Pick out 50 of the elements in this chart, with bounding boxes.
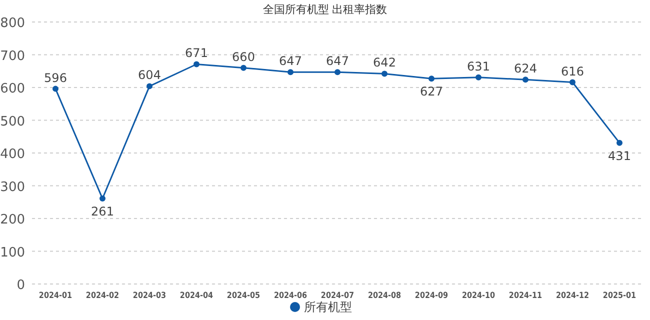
data-label: 627 xyxy=(420,84,443,99)
data-label: 647 xyxy=(326,54,349,68)
data-label: 604 xyxy=(138,68,161,82)
chart-title: 全国所有机型 出租率指数 xyxy=(262,3,388,16)
x-tick-label: 2024-06 xyxy=(274,290,308,300)
y-tick-label: 100 xyxy=(0,245,25,260)
point xyxy=(100,196,106,202)
y-tick-label: 300 xyxy=(0,180,25,195)
x-tick-label: 2024-09 xyxy=(414,290,448,300)
x-tick-label: 2024-08 xyxy=(368,290,402,300)
data-label: 647 xyxy=(279,54,302,68)
point xyxy=(382,70,388,77)
point xyxy=(146,83,152,90)
data-label: 616 xyxy=(561,64,584,78)
x-tick-label: 2025-01 xyxy=(602,290,636,300)
x-tick-label: 2024-10 xyxy=(462,290,496,300)
legend-label: 所有机型 xyxy=(304,300,352,314)
data-label: 671 xyxy=(185,46,208,60)
point xyxy=(476,74,482,80)
y-tick-label: 500 xyxy=(0,114,25,130)
x-tick-label: 2024-12 xyxy=(556,290,590,300)
y-tick-label: 800 xyxy=(0,16,25,31)
point xyxy=(194,61,200,68)
data-label: 596 xyxy=(44,70,67,85)
x-tick-label: 2024-05 xyxy=(226,290,260,300)
data-label: 631 xyxy=(467,59,490,74)
data-label: 642 xyxy=(373,56,396,70)
data-label: 261 xyxy=(91,204,114,219)
point xyxy=(428,76,434,82)
x-tick-label: 2024-11 xyxy=(508,290,542,300)
data-label: 624 xyxy=(514,62,537,76)
point xyxy=(522,76,528,83)
x-tick-label: 2024-02 xyxy=(86,290,120,300)
x-tick-label: 2024-04 xyxy=(180,290,214,300)
point xyxy=(616,140,622,146)
data-label: 431 xyxy=(608,148,631,163)
data-label: 660 xyxy=(232,50,255,64)
x-tick-label: 2024-01 xyxy=(38,290,72,300)
y-tick-label: 200 xyxy=(0,212,25,228)
y-tick-label: 700 xyxy=(0,48,25,64)
x-tick-label: 2024-07 xyxy=(320,290,354,300)
point xyxy=(288,69,294,76)
y-tick-label: 0 xyxy=(16,278,25,293)
point xyxy=(240,64,246,71)
point xyxy=(52,86,58,92)
y-tick-label: 600 xyxy=(0,82,25,96)
y-tick-label: 400 xyxy=(0,147,25,162)
x-tick-label: 2024-03 xyxy=(132,290,166,300)
point xyxy=(570,79,576,86)
point xyxy=(334,69,340,76)
